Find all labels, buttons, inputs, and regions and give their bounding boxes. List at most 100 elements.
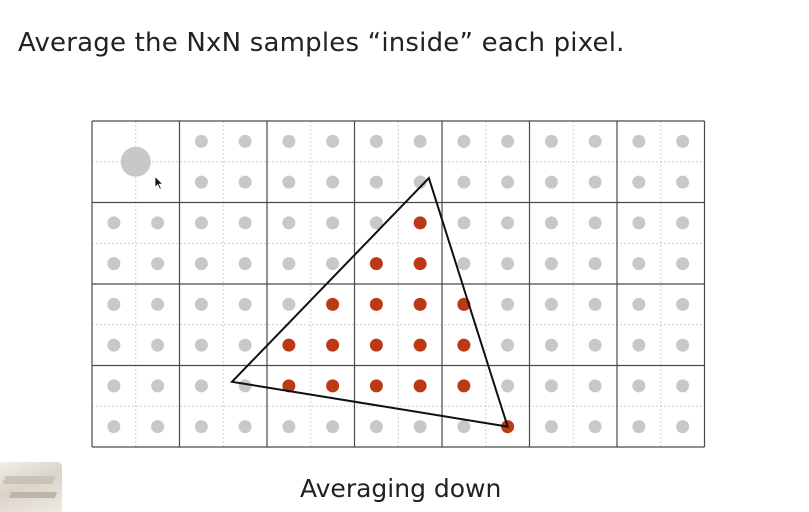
sample-point-outside bbox=[369, 420, 383, 434]
sample-point-outside bbox=[632, 420, 646, 434]
sample-point-outside bbox=[194, 216, 208, 230]
sample-point-outside bbox=[107, 420, 121, 434]
sample-point-inside bbox=[457, 338, 471, 352]
sample-point-outside bbox=[457, 420, 471, 434]
sample-point-outside bbox=[282, 257, 296, 271]
sample-point-outside bbox=[632, 338, 646, 352]
sample-point-outside bbox=[282, 420, 296, 434]
sample-point-outside bbox=[588, 420, 602, 434]
sample-point-inside bbox=[326, 297, 340, 311]
sample-point-outside bbox=[107, 257, 121, 271]
sample-point-outside bbox=[632, 216, 646, 230]
sample-point-inside bbox=[282, 338, 296, 352]
sample-point-outside bbox=[632, 134, 646, 148]
sample-point-outside bbox=[457, 175, 471, 189]
sample-point-outside bbox=[194, 257, 208, 271]
sample-point-inside bbox=[413, 379, 427, 393]
sample-point-outside bbox=[107, 338, 121, 352]
sample-point-outside bbox=[544, 175, 558, 189]
sample-point-outside bbox=[544, 216, 558, 230]
sample-point-outside bbox=[282, 134, 296, 148]
sample-point-outside bbox=[238, 134, 252, 148]
sample-point-outside bbox=[151, 420, 165, 434]
sample-point-outside bbox=[544, 257, 558, 271]
sample-point-outside bbox=[194, 297, 208, 311]
sample-point-outside bbox=[238, 175, 252, 189]
sample-point-outside bbox=[501, 379, 515, 393]
sample-point-outside bbox=[107, 379, 121, 393]
sample-point-outside bbox=[632, 257, 646, 271]
sample-point-outside bbox=[457, 257, 471, 271]
sample-point-outside bbox=[413, 420, 427, 434]
sample-point-inside bbox=[413, 216, 427, 230]
sample-point-inside bbox=[326, 338, 340, 352]
sample-point-outside bbox=[413, 134, 427, 148]
sample-point-outside bbox=[238, 338, 252, 352]
sample-point-outside bbox=[107, 216, 121, 230]
sample-point-outside bbox=[457, 134, 471, 148]
sample-point-outside bbox=[238, 297, 252, 311]
sample-point-outside bbox=[588, 216, 602, 230]
sample-point-outside bbox=[676, 297, 690, 311]
sample-point-inside bbox=[369, 297, 383, 311]
sample-point-outside bbox=[676, 175, 690, 189]
sample-point-inside bbox=[326, 379, 340, 393]
sample-point-outside bbox=[194, 379, 208, 393]
sample-point-inside bbox=[369, 257, 383, 271]
sample-point-outside bbox=[588, 379, 602, 393]
sample-point-outside bbox=[588, 175, 602, 189]
triangle-outline bbox=[229, 176, 510, 428]
sample-point-outside bbox=[501, 134, 515, 148]
sample-point-outside bbox=[151, 379, 165, 393]
sample-point-outside bbox=[326, 134, 340, 148]
mouse-pointer-icon bbox=[154, 175, 164, 190]
sample-point-outside bbox=[544, 379, 558, 393]
sample-point-inside bbox=[413, 338, 427, 352]
sample-point-outside bbox=[501, 338, 515, 352]
sample-point-outside bbox=[413, 175, 427, 189]
sample-point-outside bbox=[632, 379, 646, 393]
sample-point-outside bbox=[544, 420, 558, 434]
sample-point-outside bbox=[194, 134, 208, 148]
sample-point-inside bbox=[457, 379, 471, 393]
sample-point-outside bbox=[501, 297, 515, 311]
sample-point-outside bbox=[282, 175, 296, 189]
sample-point-outside bbox=[194, 338, 208, 352]
sample-point-outside bbox=[151, 297, 165, 311]
sample-point-inside bbox=[413, 297, 427, 311]
sample-point-outside bbox=[369, 134, 383, 148]
sample-point-outside bbox=[676, 216, 690, 230]
sample-point-outside bbox=[676, 338, 690, 352]
sample-point-outside bbox=[369, 175, 383, 189]
sample-point-outside bbox=[544, 297, 558, 311]
sample-point-outside bbox=[238, 420, 252, 434]
sample-point-outside bbox=[501, 257, 515, 271]
sample-point-outside bbox=[326, 257, 340, 271]
sample-point-inside bbox=[369, 338, 383, 352]
sample-point-outside bbox=[676, 379, 690, 393]
sample-point-outside bbox=[676, 257, 690, 271]
sample-point-outside bbox=[194, 175, 208, 189]
sample-point-outside bbox=[369, 216, 383, 230]
sample-point-outside bbox=[544, 134, 558, 148]
sample-point-outside bbox=[457, 216, 471, 230]
sample-point-outside bbox=[238, 379, 252, 393]
sample-point-inside bbox=[369, 379, 383, 393]
sample-point-outside bbox=[326, 420, 340, 434]
sample-point-outside bbox=[676, 420, 690, 434]
sample-point-outside bbox=[238, 216, 252, 230]
sample-point-outside bbox=[632, 297, 646, 311]
sample-point-outside bbox=[326, 216, 340, 230]
sample-point-outside bbox=[588, 297, 602, 311]
sample-point-outside bbox=[151, 338, 165, 352]
sample-point-outside bbox=[151, 216, 165, 230]
pixel-sample-point bbox=[120, 146, 151, 177]
sample-point-outside bbox=[588, 338, 602, 352]
sample-point-outside bbox=[676, 134, 690, 148]
sample-point-outside bbox=[194, 420, 208, 434]
sample-point-outside bbox=[501, 216, 515, 230]
sample-point-outside bbox=[282, 297, 296, 311]
sample-point-outside bbox=[501, 175, 515, 189]
sample-point-outside bbox=[151, 257, 165, 271]
